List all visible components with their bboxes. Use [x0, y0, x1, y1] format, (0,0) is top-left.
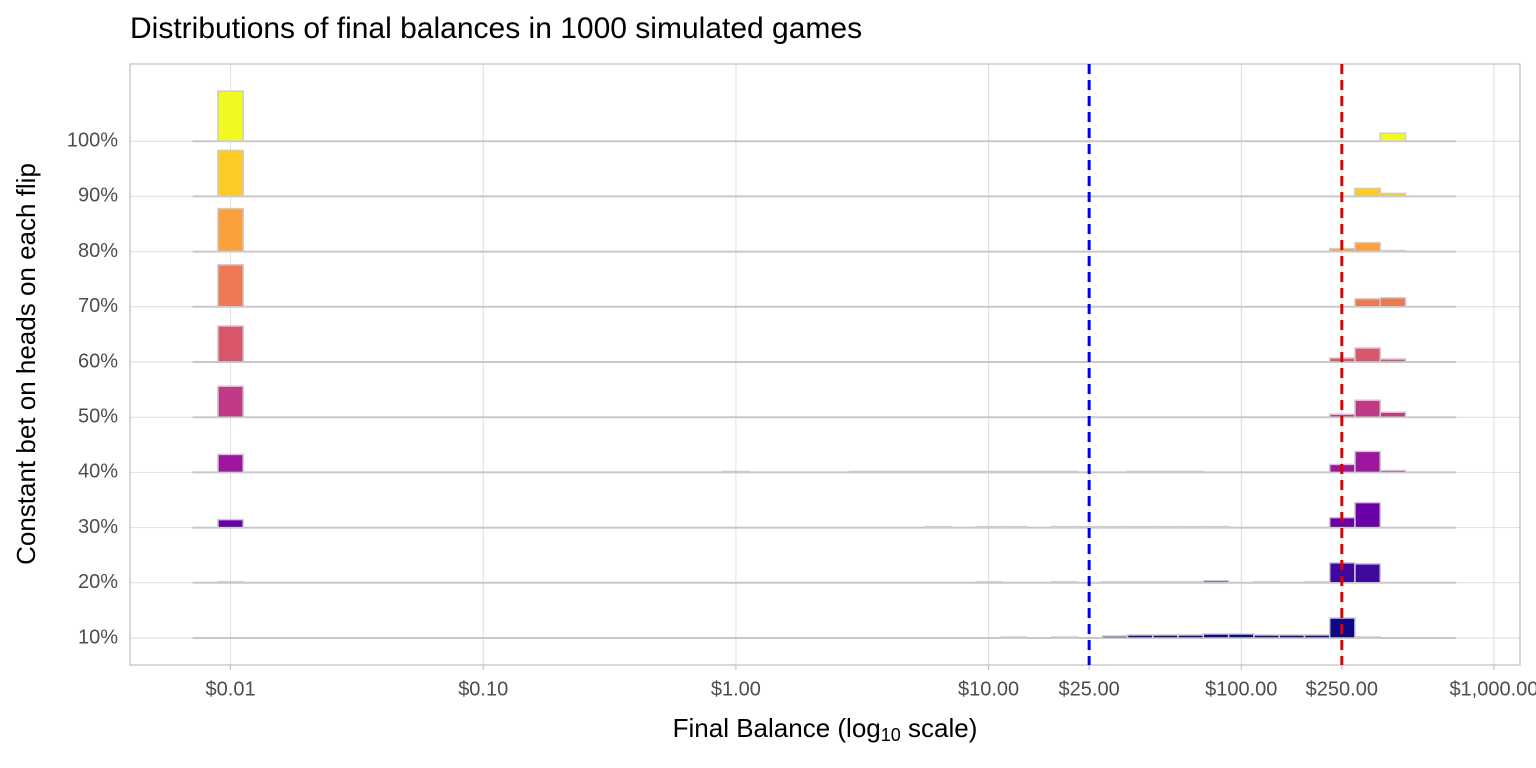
histogram-bar [975, 525, 1002, 529]
y-tick-label: 70% [78, 295, 118, 317]
x-tick-label: $250.00 [1306, 678, 1378, 700]
histogram-bar [217, 149, 244, 198]
histogram-bar [899, 470, 927, 474]
x-tick-label: $100.00 [1205, 678, 1277, 700]
y-tick-label: 20% [78, 571, 118, 593]
histogram-bar [217, 264, 244, 308]
histogram-bar [217, 325, 244, 363]
histogram-bar [1354, 399, 1381, 418]
histogram-bar [1050, 581, 1078, 584]
histogram-bar [1152, 634, 1179, 639]
histogram-bar [1152, 470, 1179, 474]
x-axis-label-part: Final Balance (log [673, 713, 881, 743]
histogram-bar [1126, 525, 1154, 529]
histogram-bar [1354, 563, 1381, 584]
histogram-bar [1354, 187, 1381, 198]
x-tick-label: $0.10 [458, 678, 508, 700]
histogram-bar [1379, 411, 1407, 418]
histogram-bar [1202, 580, 1230, 584]
panel-border [129, 63, 1521, 666]
chart-title: Distributions of final balances in 1000 … [130, 12, 862, 45]
y-tick-label: 10% [78, 626, 118, 648]
y-tick-label: 100% [67, 129, 118, 151]
histogram-bar [1202, 525, 1230, 529]
histogram-bar [975, 581, 1002, 584]
x-tick-label: $1,000.00 [1449, 678, 1536, 700]
histogram-bar [217, 518, 244, 529]
histogram-bar [1379, 469, 1407, 474]
histogram-bar [1101, 581, 1129, 584]
histogram-bar [1354, 450, 1381, 474]
histogram-bar [1050, 525, 1078, 529]
y-tick-label: 50% [78, 405, 118, 427]
histogram-bar [874, 470, 901, 474]
histogram-bar [1354, 241, 1381, 253]
histogram-bar [1379, 249, 1407, 253]
histogram-bar [1177, 581, 1205, 584]
histogram-bar [848, 470, 876, 474]
histogram-bar [722, 470, 750, 474]
histogram-bar [1152, 525, 1179, 529]
histogram-bar [1000, 636, 1028, 639]
histogram-bar [1379, 192, 1407, 198]
histogram-bar [1076, 525, 1104, 529]
histogram-bar [1278, 634, 1306, 639]
histogram-bar [1000, 525, 1028, 529]
histogram-bar [217, 90, 244, 142]
histogram-bar [1202, 633, 1230, 639]
histogram-bar [217, 207, 244, 253]
histogram-bar [217, 385, 244, 418]
y-tick-label: 30% [78, 516, 118, 538]
histogram-bar [1152, 581, 1179, 584]
x-axis-label-part: scale) [901, 713, 978, 743]
histogram-bar [1025, 470, 1053, 474]
histogram-bar [1177, 470, 1205, 474]
histogram-bar [1303, 581, 1331, 584]
histogram-bar [1050, 636, 1078, 639]
histogram-bar [1253, 634, 1280, 639]
x-axis-label-subscript: 10 [881, 725, 901, 745]
y-tick-label: 80% [78, 240, 118, 262]
histogram-bar [924, 470, 952, 474]
histogram-bar [949, 470, 977, 474]
histogram-bar [1101, 635, 1129, 639]
histogram-bar [1177, 634, 1205, 639]
y-tick-label: 60% [78, 350, 118, 372]
histogram-bar [1177, 525, 1205, 529]
x-tick-label: $25.00 [1059, 678, 1120, 700]
histogram-bar [1354, 636, 1381, 639]
histogram-bar [1379, 297, 1407, 308]
histogram-bar [1379, 132, 1407, 142]
x-axis-label: Final Balance (log10 scale) [673, 713, 978, 745]
histogram-bar [1303, 634, 1331, 639]
histogram-bar [1126, 470, 1154, 474]
histogram-bar [1000, 470, 1028, 474]
x-tick-label: $10.00 [958, 678, 1019, 700]
histogram-bar [1227, 633, 1255, 639]
histogram-bar [1101, 525, 1129, 529]
histogram-bar [1354, 298, 1381, 308]
histogram-bar [1126, 634, 1154, 639]
histogram-bar [1354, 347, 1381, 363]
histogram-bar [975, 470, 1002, 474]
histogram-bar [1050, 470, 1078, 474]
histogram-bar [217, 453, 244, 474]
x-tick-label: $1.00 [711, 678, 761, 700]
histogram-bar [1126, 581, 1154, 584]
histogram-bar [924, 525, 952, 529]
y-tick-label: 90% [78, 185, 118, 207]
x-tick-label: $0.01 [206, 678, 256, 700]
y-tick-label: 40% [78, 461, 118, 483]
histogram-bar [1354, 501, 1381, 529]
histogram-bar [1253, 581, 1280, 584]
histogram-bar [217, 581, 244, 584]
y-axis-label: Constant bet on heads on each flip [11, 163, 41, 565]
histogram-bar [1379, 358, 1407, 363]
